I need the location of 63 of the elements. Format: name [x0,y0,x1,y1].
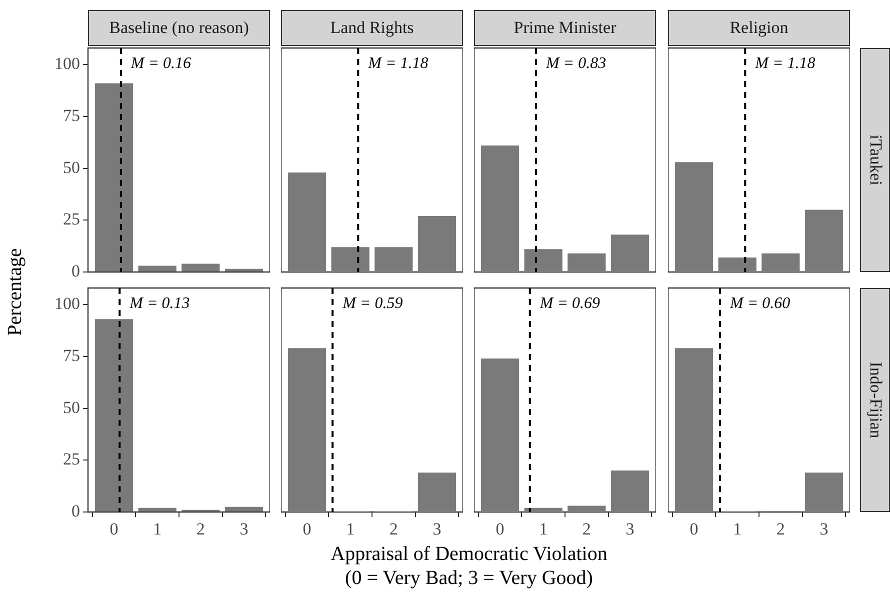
bar [804,472,844,512]
ref-line-label: M = 0.16 [130,55,192,72]
x-tick-label: 1 [733,520,742,539]
x-tick-label: 3 [432,520,442,539]
ref-line-label: M = 0.83 [544,55,606,72]
y-tick-label: 0 [72,261,80,280]
y-axis-title: Percentage [3,247,27,338]
y-tick-label: 25 [63,450,80,469]
bar [524,508,562,512]
bar [524,249,562,272]
bar [674,348,714,512]
x-tick-label: 3 [626,520,634,539]
x-tick-label: 2 [389,520,398,539]
x-tick-label: 2 [196,520,205,539]
y-tick-label: 50 [63,398,80,417]
y-tick-label: 50 [63,158,80,177]
chart-title: Baseline (no reason) [88,10,270,46]
bar [762,253,800,272]
chart-title: Land Rights [281,10,463,46]
ref-line-label: M = 1.18 [754,55,816,72]
y2-axis-title: Indo-Fijian [865,362,885,438]
chart-title: Religion [668,10,850,46]
x-tick-label: 0 [302,520,312,539]
bar [182,264,220,272]
x-tick-label: 1 [153,520,162,539]
ref-line-label: M = 1.18 [367,55,428,72]
y-tick-label: 100 [54,54,80,74]
x-tick-label: 3 [820,520,828,539]
y-tick-label: 0 [72,501,80,520]
bar [718,257,756,272]
bar [138,508,176,512]
x-tick-label: 1 [539,520,548,539]
bar [138,266,176,272]
ref-line-label: M = 0.60 [729,295,790,312]
ref-line-label: M = 0.59 [342,295,403,312]
y-tick-label: 75 [63,346,80,365]
bar [224,268,264,272]
chart-title: Prime Minister [474,10,656,46]
bar [480,358,520,512]
ref-line-label: M = 0.69 [538,295,600,312]
x-axis-title: Appraisal of Democratic Violation (0 = Very Bad; 3 = Very Good) [330,542,608,590]
bar [568,506,606,512]
bar [480,145,520,272]
y-tick-label: 100 [54,294,80,314]
y-tick-label: 75 [63,106,80,125]
bar [674,162,714,272]
ref-line-label: M = 0.13 [128,295,190,312]
bar [94,319,134,512]
x-tick-label: 3 [240,520,248,539]
bar [224,506,264,512]
y-tick-label: 25 [63,210,80,229]
bar [94,83,134,272]
x-tick-label: 2 [582,520,591,539]
bar [568,253,606,272]
y2-axis-title: iTaukei [865,134,886,186]
x-tick-label: 0 [110,520,118,539]
bar [610,470,650,512]
x-tick-label: 2 [776,520,785,539]
x-tick-label: 1 [346,520,355,539]
x-tick-label: 0 [690,520,698,539]
bar [804,210,844,272]
bar [610,234,650,272]
x-tick-label: 0 [496,520,504,539]
